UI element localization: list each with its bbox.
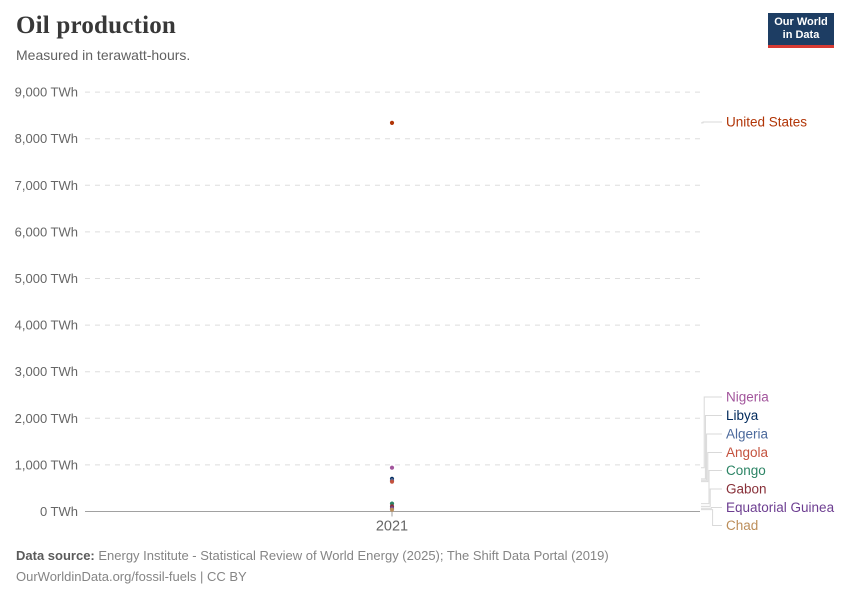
data-point-chad[interactable] bbox=[389, 507, 395, 512]
data-source-label: Data source: bbox=[16, 548, 95, 563]
citation-suffix: | CC BY bbox=[196, 569, 247, 584]
entity-label-algeria[interactable]: Algeria bbox=[726, 427, 769, 442]
x-axis-tick-label: 2021 bbox=[376, 519, 408, 535]
label-connector-line bbox=[701, 415, 722, 480]
owid-logo[interactable]: Our World in Data bbox=[768, 13, 834, 48]
data-source-line: Data source: Energy Institute - Statisti… bbox=[16, 545, 834, 566]
entity-label-nigeria[interactable]: Nigeria bbox=[726, 390, 769, 405]
entity-label-united-states[interactable]: United States bbox=[726, 115, 807, 130]
data-point-united-states[interactable] bbox=[389, 120, 395, 125]
chart-header: Oil production Measured in terawatt-hour… bbox=[16, 12, 740, 63]
data-point-angola[interactable] bbox=[389, 479, 395, 484]
owid-logo-line1: Our World bbox=[774, 16, 828, 28]
label-connector-line bbox=[701, 121, 722, 124]
entity-label-congo[interactable]: Congo bbox=[726, 463, 766, 478]
data-source-text: Energy Institute - Statistical Review of… bbox=[94, 548, 609, 563]
page-title: Oil production bbox=[16, 12, 177, 39]
y-axis-tick-label: 6,000 TWh bbox=[15, 224, 78, 239]
chart-subtitle: Measured in terawatt-hours. bbox=[16, 47, 191, 63]
entity-label-chad[interactable]: Chad bbox=[726, 518, 758, 533]
y-axis-tick-label: 4,000 TWh bbox=[15, 318, 78, 333]
label-connector-line bbox=[701, 433, 722, 481]
label-connector-line bbox=[701, 396, 722, 469]
chart-footer: Data source: Energy Institute - Statisti… bbox=[16, 545, 834, 587]
label-connector-line bbox=[701, 488, 722, 507]
y-axis-tick-label: 7,000 TWh bbox=[15, 178, 78, 193]
label-connector-line bbox=[701, 509, 722, 526]
owid-logo-line2: in Data bbox=[782, 29, 820, 41]
y-axis-tick-label: 2,000 TWh bbox=[15, 411, 78, 426]
y-axis-tick-label: 9,000 TWh bbox=[15, 85, 78, 100]
label-connector-line bbox=[701, 507, 722, 509]
y-axis-tick-label: 5,000 TWh bbox=[15, 271, 78, 286]
citation-line: OurWorldinData.org/fossil-fuels | CC BY bbox=[16, 566, 834, 587]
data-point-nigeria[interactable] bbox=[389, 465, 395, 470]
y-axis-tick-label: 3,000 TWh bbox=[15, 364, 78, 379]
label-connector-line bbox=[701, 452, 722, 483]
y-axis-tick-label: 1,000 TWh bbox=[15, 457, 78, 472]
entity-label-angola[interactable]: Angola bbox=[726, 445, 769, 460]
label-connector-line bbox=[701, 470, 722, 505]
entity-label-equatorial-guinea[interactable]: Equatorial Guinea bbox=[726, 500, 835, 515]
citation-link[interactable]: OurWorldinData.org/fossil-fuels bbox=[16, 569, 197, 584]
y-axis-tick-label: 8,000 TWh bbox=[15, 131, 78, 146]
entity-label-gabon[interactable]: Gabon bbox=[726, 482, 767, 497]
y-axis-tick-label: 0 TWh bbox=[40, 504, 78, 519]
entity-label-libya[interactable]: Libya bbox=[726, 408, 759, 423]
